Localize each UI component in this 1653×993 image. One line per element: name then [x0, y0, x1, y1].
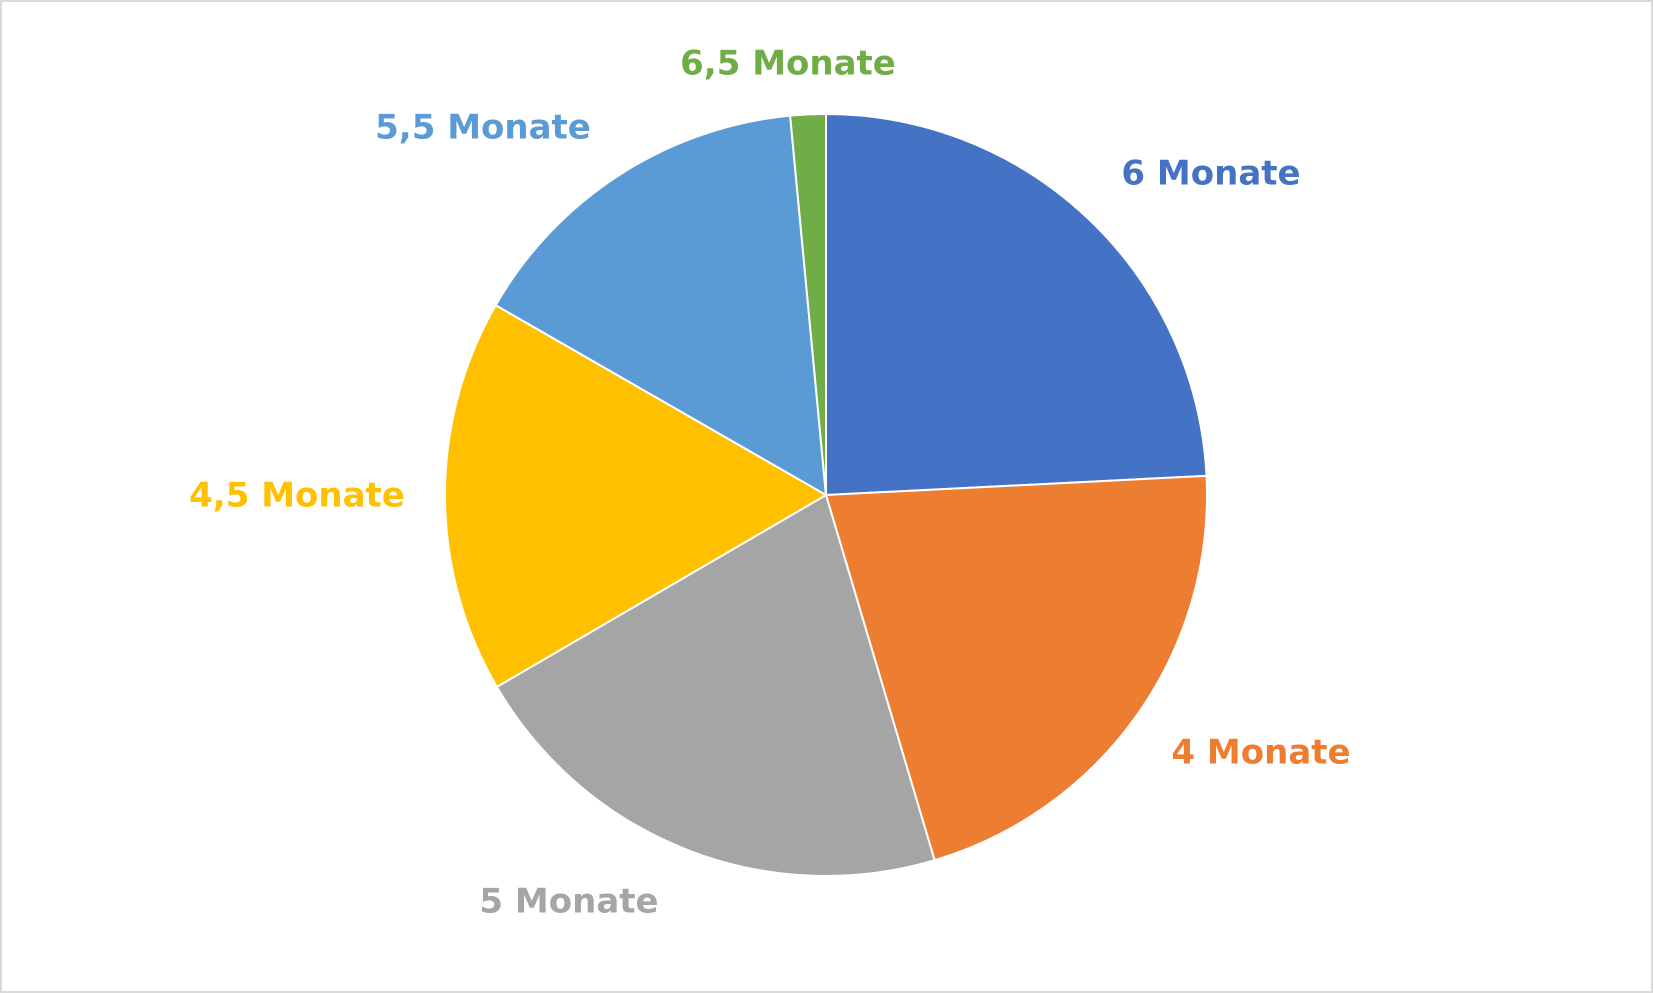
pie-slice [825, 112, 1208, 497]
slice-label: 5,5 Monate [375, 108, 591, 148]
slice-label: 4 Monate [1171, 733, 1350, 773]
pie-slice [444, 303, 828, 689]
pie-slice [494, 114, 828, 497]
slice-label: 6 Monate [1121, 154, 1300, 194]
slice-label: 5 Monate [479, 882, 658, 922]
pie-slice [495, 493, 936, 877]
pie-slice [789, 112, 827, 496]
pie-slice [824, 474, 1208, 862]
slice-label: 6,5 Monate [680, 44, 896, 84]
slice-label: 4,5 Monate [189, 476, 405, 516]
